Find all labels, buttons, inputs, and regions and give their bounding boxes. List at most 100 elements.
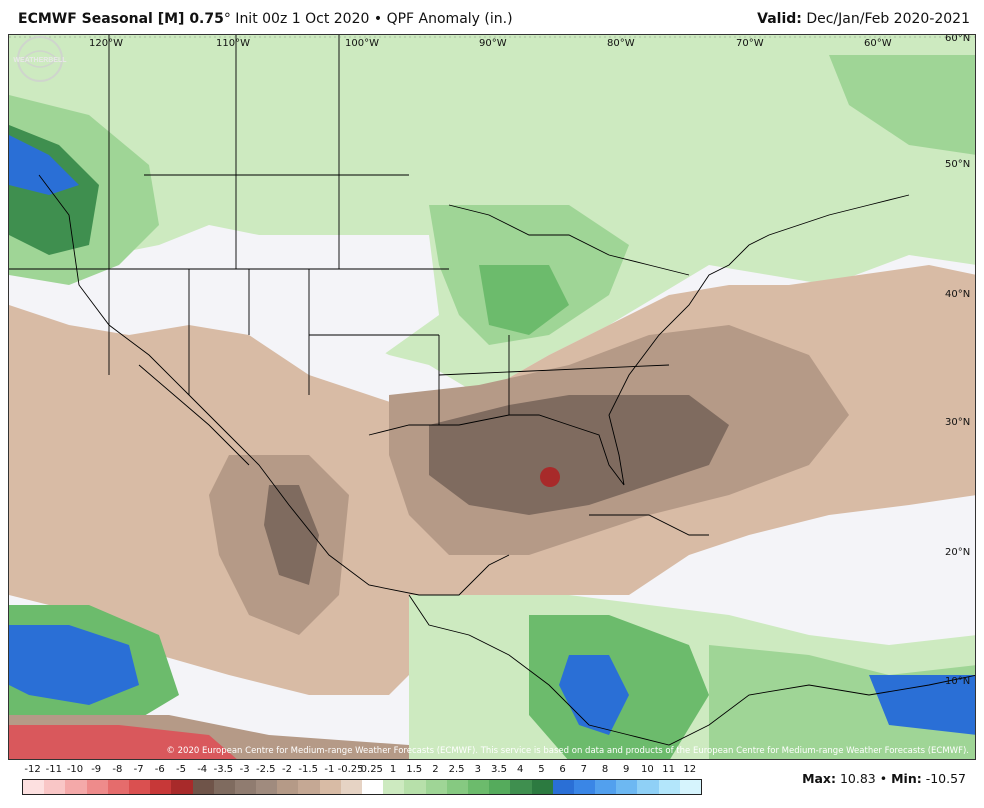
legend-tick-label: -7 (133, 764, 144, 775)
lon-label-100w: 100°W (345, 38, 379, 49)
legend-tick-label: -12 (24, 764, 41, 775)
legend-tick-label: -1.5 (298, 764, 318, 775)
legend-tick-label: 7 (580, 764, 587, 775)
legend-tick-label: -11 (45, 764, 62, 775)
legend-colorbar (22, 779, 702, 795)
legend-tick-label: 3.5 (491, 764, 507, 775)
lon-label-80w: 80°W (607, 38, 635, 49)
wet-blue-pnw (9, 135, 79, 195)
wet-blue-east (869, 675, 975, 735)
legend-tick-label: 6 (559, 764, 566, 775)
legend-tick-label: -4 (197, 764, 208, 775)
min-value: -10.57 (921, 771, 966, 786)
borders (9, 35, 975, 746)
model-name: ECMWF Seasonal [M] 0.75 (18, 11, 224, 27)
legend-tick-label: 8 (601, 764, 609, 775)
lat-label-30n: 30°N (945, 417, 971, 428)
lat-label-60n: 60°N (945, 34, 971, 44)
legend-swatch (234, 780, 257, 794)
legend-tick-label: 5 (538, 764, 545, 775)
legend-tick-label: -6 (154, 764, 165, 775)
legend-swatch (362, 780, 384, 794)
legend-tick-label: -1 (324, 764, 335, 775)
legend-tick-label: 4 (517, 764, 524, 775)
legend-swatch (171, 780, 193, 794)
legend-swatch (637, 780, 659, 794)
legend-swatch (425, 780, 447, 794)
lat-label-20n: 20°N (945, 547, 971, 558)
legend-swatch (531, 780, 553, 794)
wet-region-ohio (479, 265, 569, 335)
legend-tick-label: 12 (683, 764, 697, 775)
neg-region-pacific (9, 725, 237, 759)
neutral-patch-plains (209, 235, 439, 365)
legend-swatch (256, 780, 278, 794)
legend-swatch (510, 780, 532, 794)
legend-swatch (192, 780, 214, 794)
legend-tick-label: 2 (432, 764, 439, 775)
legend-swatch (128, 780, 151, 794)
lon-label-90w: 90°W (479, 38, 507, 49)
legend-tick-label: -5 (176, 764, 186, 775)
copyright-notice: © 2020 European Centre for Medium-range … (166, 746, 969, 756)
legend-swatch (679, 780, 701, 794)
map-title: ECMWF Seasonal [M] 0.75° Init 00z 1 Oct … (18, 11, 513, 27)
valid-period: Valid: Dec/Jan/Feb 2020-2021 (757, 11, 970, 27)
max-value: 10.83 (836, 771, 876, 786)
legend-swatch (616, 780, 638, 794)
degree-symbol: ° (223, 11, 231, 27)
anomaly-map (9, 35, 975, 759)
legend-swatch (298, 780, 320, 794)
legend-swatch (107, 780, 129, 794)
legend-swatch (340, 780, 362, 794)
legend-swatch (150, 780, 172, 794)
map-panel: 120°W 110°W 100°W 90°W 80°W 70°W 60°W 60… (8, 34, 976, 760)
legend-tick-label: -10 (66, 764, 84, 775)
legend-tick-label: -9 (91, 764, 102, 775)
legend-tick-label: 0.25 (360, 764, 383, 775)
legend-tick-label: -8 (112, 764, 123, 775)
legend-swatch (44, 780, 66, 794)
legend-swatch (489, 780, 511, 794)
wet-blue-pacific (9, 625, 139, 705)
legend-tick-label: -0.25 (337, 764, 364, 775)
legend-tick-label: 3 (474, 764, 481, 775)
dry-region-gulf-dark (429, 395, 729, 515)
lon-label-110w: 110°W (216, 38, 250, 49)
legend-tick-label: 11 (662, 764, 675, 775)
legend-tick-label: 9 (623, 764, 630, 775)
wet-region-sa (709, 645, 975, 759)
legend-swatch (277, 780, 299, 794)
legend-swatch (573, 780, 596, 794)
product-name: QPF Anomaly (in.) (386, 11, 513, 27)
max-label: Max: (802, 771, 836, 786)
legend-tick-label: -3 (239, 764, 250, 775)
lat-label-40n: 40°N (945, 289, 971, 300)
legend-tick-label: 2.5 (448, 764, 465, 775)
legend-swatch (446, 780, 468, 794)
legend-tick-label: 10 (641, 764, 654, 775)
min-label: Min: (891, 771, 922, 786)
legend-tick-label: -2 (282, 764, 292, 775)
wet-blue-central-am (559, 655, 629, 735)
svg-text:WEATHERBELL: WEATHERBELL (13, 57, 67, 64)
legend-swatch (383, 780, 405, 794)
title-separator: • (369, 11, 387, 27)
legend-tick-label: -2.5 (256, 764, 276, 775)
lon-label-60w: 60°W (864, 38, 892, 49)
legend-swatch (404, 780, 426, 794)
valid-label: Valid: (757, 11, 802, 27)
legend-tick-label: 1.5 (406, 764, 423, 775)
legend-swatch (86, 780, 108, 794)
legend-swatch (213, 780, 235, 794)
valid-value: Dec/Jan/Feb 2020-2021 (801, 11, 970, 27)
dry-region-mexico-dark (264, 485, 319, 585)
legend-tick-label: 1 (389, 764, 397, 775)
dry-extreme-gulf (540, 467, 560, 487)
lat-label-50n: 50°N (945, 159, 971, 170)
weatherbell-logo: WEATHERBELL (13, 36, 67, 82)
legend-swatch (552, 780, 574, 794)
legend-swatch (23, 780, 45, 794)
lat-label-10n: 10°N (945, 676, 971, 687)
stats-separator: • (875, 771, 892, 786)
